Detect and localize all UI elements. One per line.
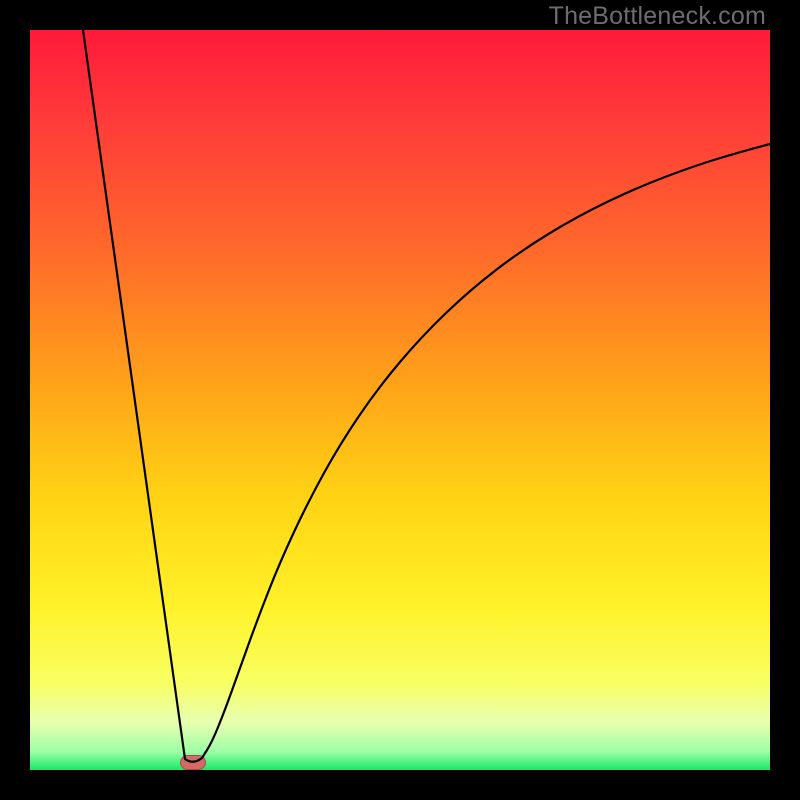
plot-area (30, 30, 770, 770)
chart-frame: TheBottleneck.com (0, 0, 800, 800)
bottleneck-curve (30, 30, 770, 770)
watermark-text: TheBottleneck.com (549, 2, 766, 31)
curve-path (83, 30, 770, 762)
